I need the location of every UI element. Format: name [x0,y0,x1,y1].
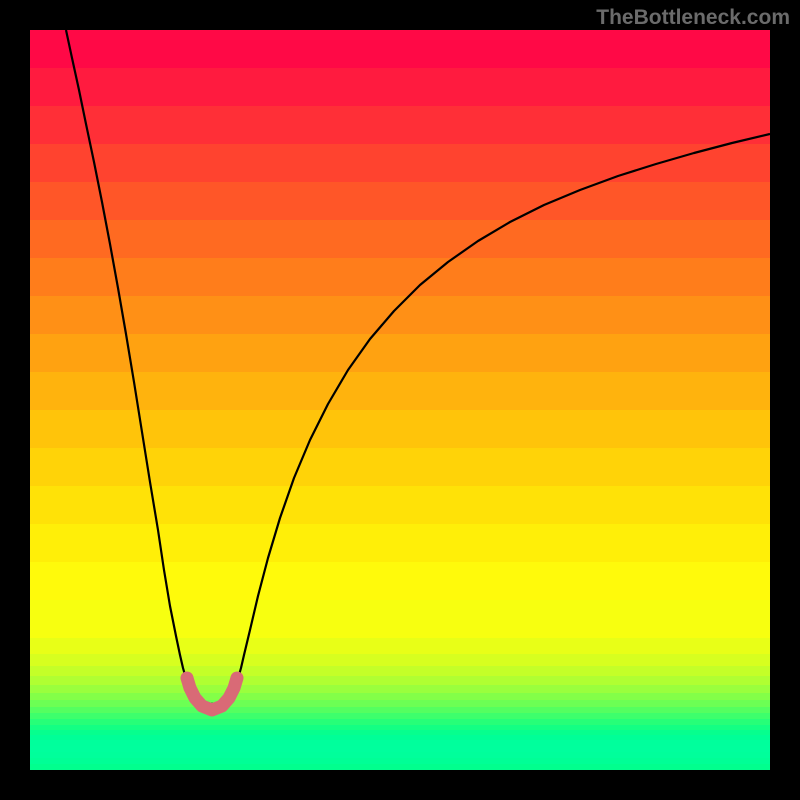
chart-frame: TheBottleneck.com [0,0,800,800]
minimum-marker [187,678,237,710]
curve-layer [30,30,770,770]
plot-area [30,30,770,770]
bottleneck-curve [66,30,770,704]
watermark-text: TheBottleneck.com [596,6,790,30]
